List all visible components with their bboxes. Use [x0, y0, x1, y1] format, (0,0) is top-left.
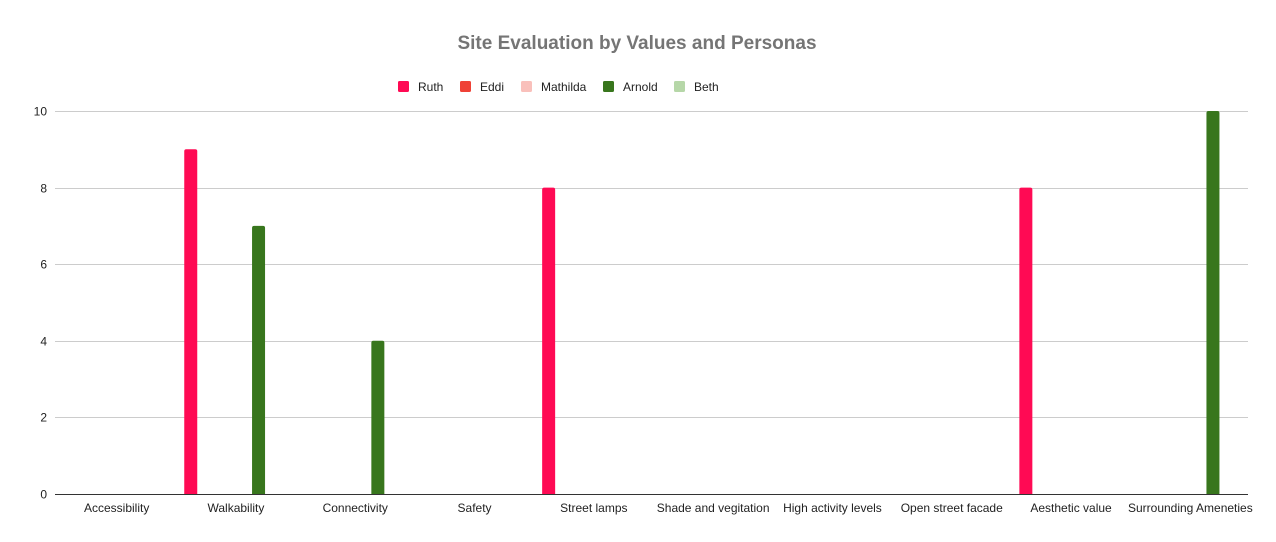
x-tick-label: Open street facade — [901, 501, 1003, 515]
legend-swatch — [603, 81, 614, 92]
legend-swatch — [674, 81, 685, 92]
y-tick-label: 10 — [34, 105, 48, 119]
legend-swatch — [398, 81, 409, 92]
x-tick-label: Shade and vegitation — [657, 501, 770, 515]
legend-label: Arnold — [623, 80, 658, 94]
legend-label: Ruth — [418, 80, 443, 94]
x-tick-label: Aesthetic value — [1030, 501, 1112, 515]
x-tick-label: Safety — [458, 501, 492, 515]
bar-arnold[interactable] — [1206, 111, 1220, 494]
gridlines — [55, 111, 1248, 418]
legend-label: Mathilda — [541, 80, 587, 94]
x-tick-label: Street lamps — [560, 501, 627, 515]
bar-ruth[interactable] — [184, 149, 198, 495]
y-tick-label: 8 — [40, 182, 47, 196]
x-tick-label: Connectivity — [323, 501, 388, 515]
bar-ruth[interactable] — [1019, 187, 1033, 494]
chart-title: Site Evaluation by Values and Personas — [457, 33, 816, 54]
bar-arnold[interactable] — [371, 340, 385, 494]
bar-ruth[interactable] — [542, 187, 556, 494]
legend-label: Beth — [694, 80, 719, 94]
x-tick-label: High activity levels — [783, 501, 882, 515]
x-tick-label: Accessibility — [84, 501, 149, 515]
y-tick-label: 4 — [40, 335, 47, 349]
y-tick-label: 0 — [40, 488, 47, 502]
y-axis-ticks: 0 2 4 6 8 10 — [34, 105, 48, 502]
bar-arnold[interactable] — [252, 225, 266, 494]
legend: Ruth Eddi Mathilda Arnold Beth — [398, 80, 719, 94]
y-tick-label: 2 — [40, 411, 47, 425]
legend-swatch — [460, 81, 471, 92]
bars — [184, 111, 1220, 495]
x-axis-ticks: Accessibility Walkability Connectivity Safe… — [84, 501, 1253, 515]
x-tick-label: Surrounding Ameneties — [1128, 501, 1253, 515]
y-tick-label: 6 — [40, 258, 47, 272]
legend-label: Eddi — [480, 80, 504, 94]
x-tick-label: Walkability — [207, 501, 264, 515]
legend-swatch — [521, 81, 532, 92]
